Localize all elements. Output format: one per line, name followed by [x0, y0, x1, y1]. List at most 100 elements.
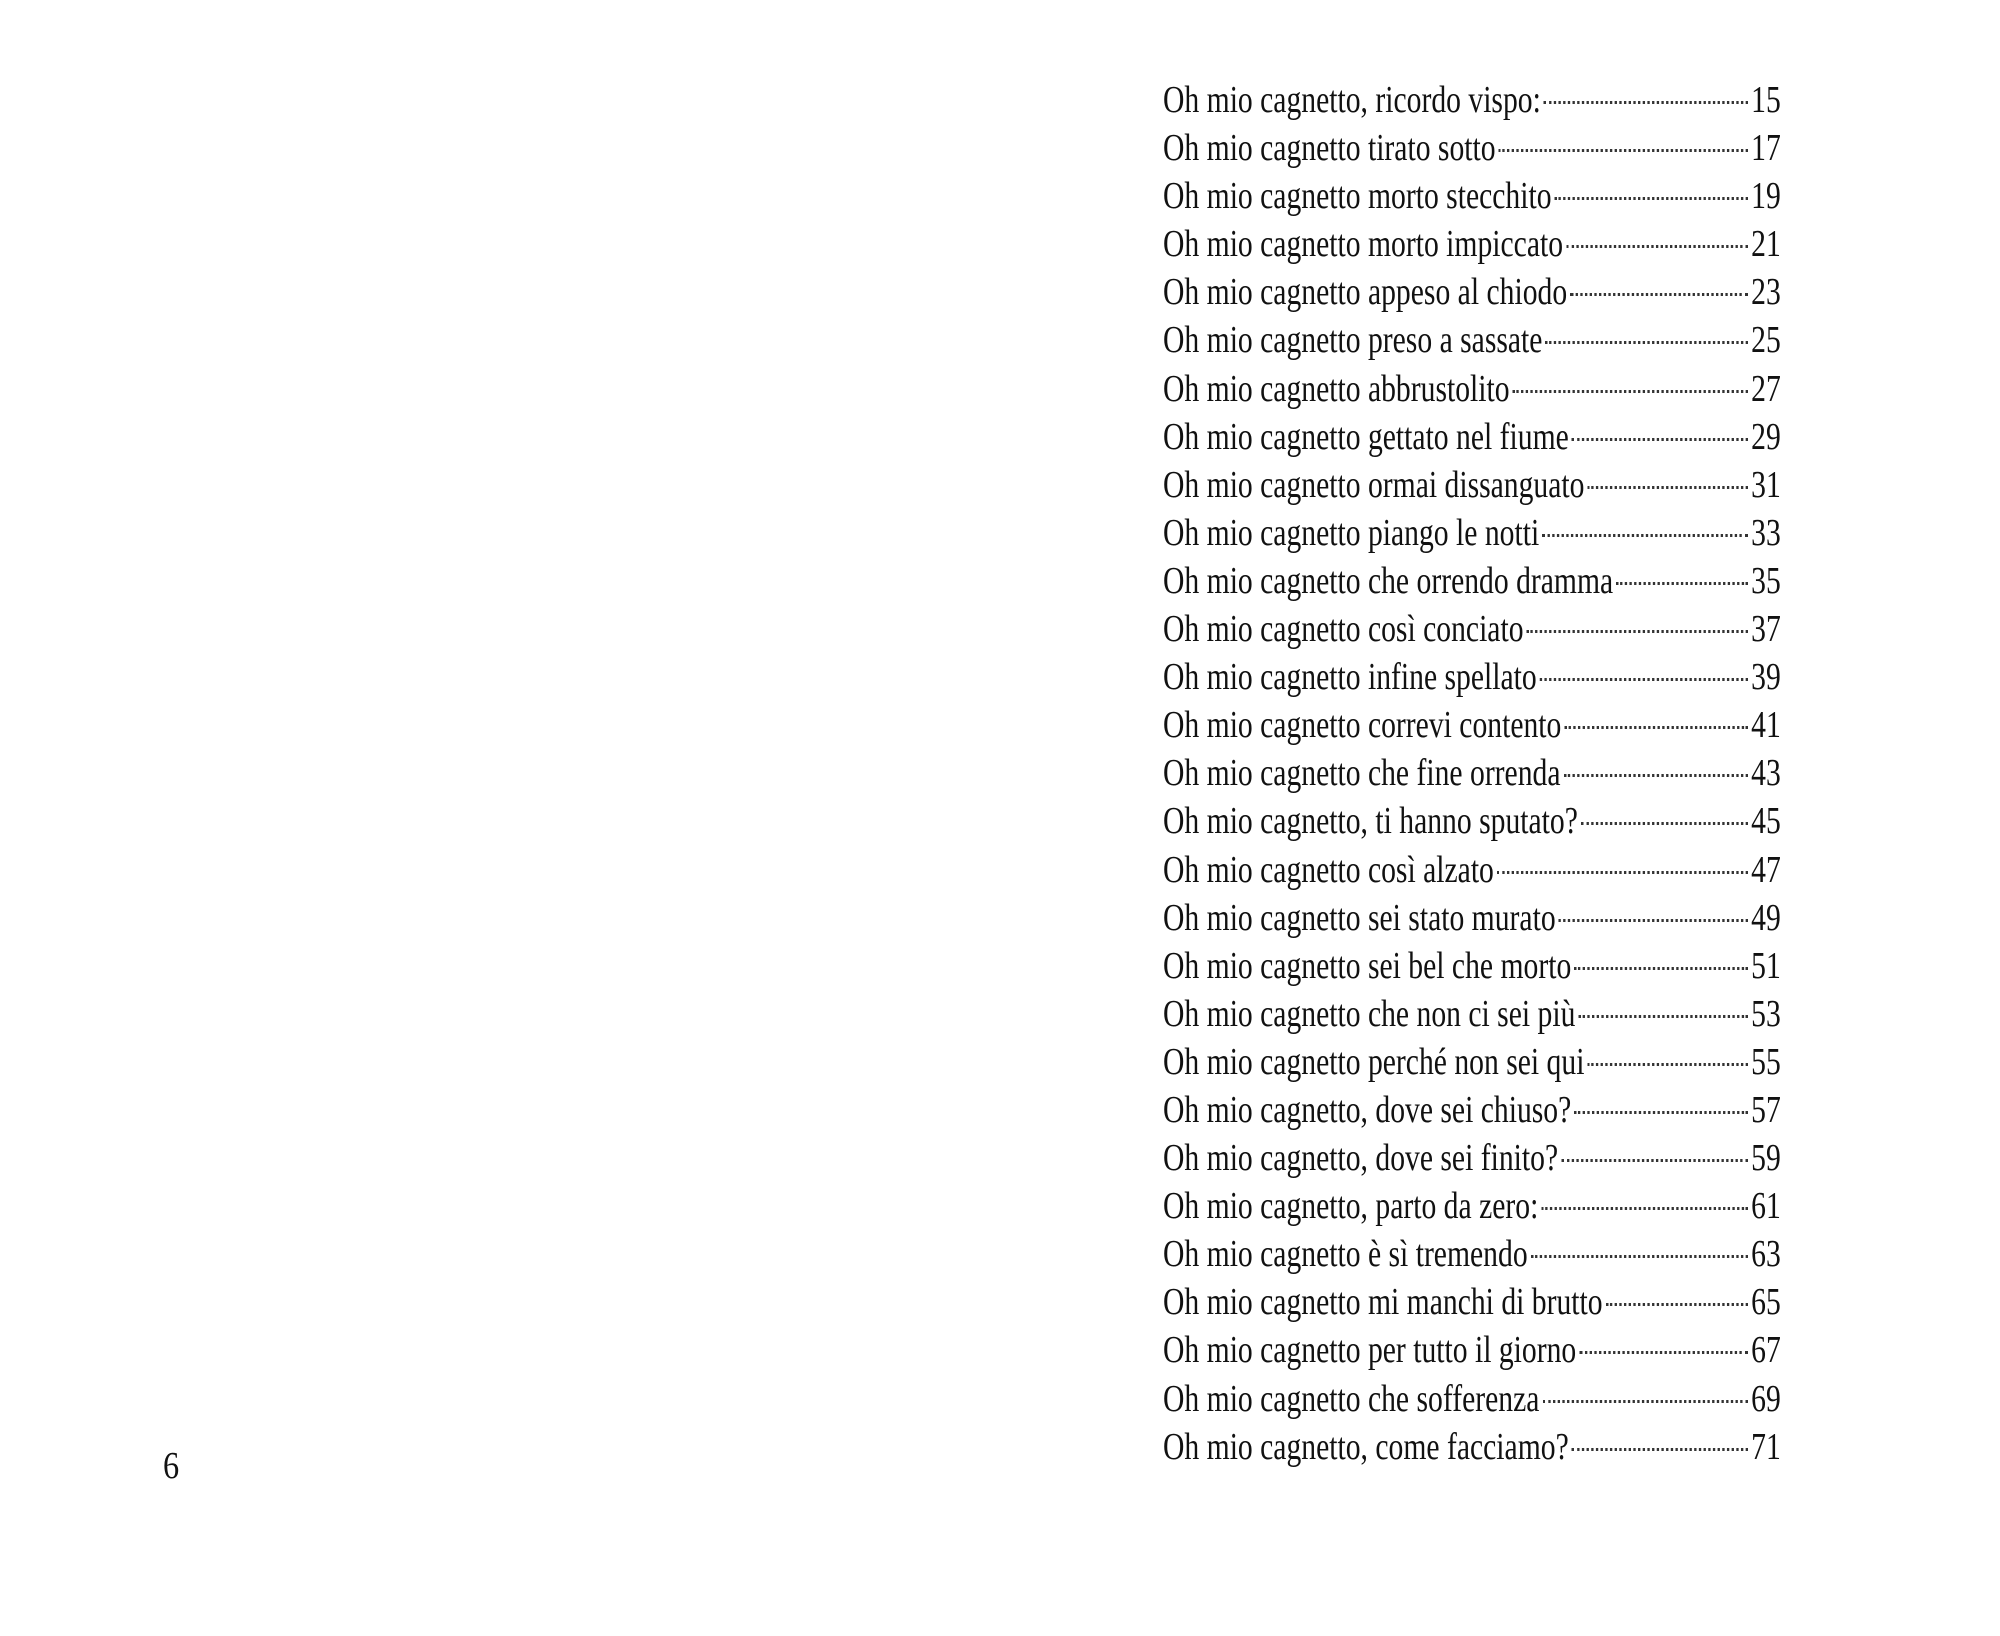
toc-entry-title: Oh mio cagnetto tirato sotto [1163, 127, 1496, 170]
toc-entry-title: Oh mio cagnetto così conciato [1163, 608, 1524, 651]
toc-entry-page: 29 [1751, 415, 1781, 458]
page-number: 6 [163, 1445, 180, 1487]
toc-entry: Oh mio cagnetto mi manchi di brutto 65 [1163, 1278, 1781, 1326]
toc-entry-page: 69 [1751, 1377, 1781, 1420]
toc-entry: Oh mio cagnetto tirato sotto 17 [1163, 124, 1781, 172]
toc-entry: Oh mio cagnetto ormai dissanguato 31 [1163, 461, 1781, 509]
toc-entry-title: Oh mio cagnetto che non ci sei più [1163, 992, 1576, 1035]
dot-leader [1587, 1062, 1748, 1066]
toc-entry: Oh mio cagnetto che fine orrenda 43 [1163, 749, 1781, 797]
dot-leader [1564, 726, 1748, 730]
toc-entry-page: 65 [1751, 1281, 1781, 1324]
toc-entry-title: Oh mio cagnetto per tutto il giorno [1163, 1329, 1577, 1372]
toc-entry-page: 27 [1751, 367, 1781, 410]
dot-leader [1512, 389, 1748, 393]
toc-entry-page: 53 [1751, 992, 1781, 1035]
dot-leader [1579, 1351, 1748, 1355]
toc-entry-page: 45 [1751, 800, 1781, 843]
toc-entry: Oh mio cagnetto appeso al chiodo 23 [1163, 268, 1781, 316]
dot-leader [1545, 341, 1748, 345]
toc-entry: Oh mio cagnetto, ti hanno sputato? 45 [1163, 797, 1781, 845]
dot-leader [1574, 966, 1748, 970]
dot-leader [1526, 630, 1748, 634]
toc-entry: Oh mio cagnetto sei bel che morto 51 [1163, 942, 1781, 990]
toc-entry: Oh mio cagnetto gettato nel fiume 29 [1163, 413, 1781, 461]
toc-entry: Oh mio cagnetto è sì tremendo 63 [1163, 1230, 1781, 1278]
toc-entry-page: 63 [1751, 1233, 1781, 1276]
dot-leader [1570, 293, 1748, 297]
toc-entry: Oh mio cagnetto abbrustolito 27 [1163, 365, 1781, 413]
dot-leader [1554, 197, 1748, 201]
toc-entry-title: Oh mio cagnetto perché non sei qui [1163, 1040, 1585, 1083]
toc-entry: Oh mio cagnetto perché non sei qui 55 [1163, 1038, 1781, 1086]
toc-entry: Oh mio cagnetto correvi contento 41 [1163, 701, 1781, 749]
toc-entry-title: Oh mio cagnetto sei stato murato [1163, 896, 1556, 939]
toc-entry-title: Oh mio cagnetto mi manchi di brutto [1163, 1281, 1603, 1324]
dot-leader [1566, 245, 1748, 249]
toc-entry-page: 41 [1751, 704, 1781, 747]
dot-leader [1541, 1207, 1748, 1211]
toc-entry-title: Oh mio cagnetto, ricordo vispo: [1163, 79, 1541, 121]
dot-leader [1571, 1447, 1748, 1451]
toc-entry-title: Oh mio cagnetto è sì tremendo [1163, 1233, 1528, 1276]
dot-leader [1558, 918, 1748, 922]
toc-entry-title: Oh mio cagnetto morto stecchito [1163, 175, 1552, 218]
toc-entry-page: 57 [1751, 1088, 1781, 1131]
toc-entry-title: Oh mio cagnetto ormai dissanguato [1163, 463, 1585, 506]
toc-entry: Oh mio cagnetto morto impiccato 21 [1163, 220, 1781, 268]
toc-entry-page: 49 [1751, 896, 1781, 939]
toc-entry-page: 21 [1751, 223, 1781, 266]
toc-entry-page: 47 [1751, 848, 1781, 891]
toc-entry-page: 67 [1751, 1329, 1781, 1372]
toc-entry: Oh mio cagnetto, come facciamo? 71 [1163, 1423, 1781, 1471]
toc-entry: Oh mio cagnetto infine spellato 39 [1163, 653, 1781, 701]
toc-entry: Oh mio cagnetto che non ci sei più 53 [1163, 990, 1781, 1038]
toc-entry-title: Oh mio cagnetto infine spellato [1163, 656, 1537, 699]
toc-entry: Oh mio cagnetto, parto da zero: 61 [1163, 1182, 1781, 1230]
toc-entry-page: 35 [1751, 559, 1781, 602]
toc-entry-page: 37 [1751, 608, 1781, 651]
toc-entry-title: Oh mio cagnetto abbrustolito [1163, 367, 1510, 410]
toc-entry-title: Oh mio cagnetto morto impiccato [1163, 223, 1564, 266]
toc-entry-page: 59 [1751, 1137, 1781, 1180]
toc-entry-title: Oh mio cagnetto preso a sassate [1163, 319, 1543, 362]
dot-leader [1542, 533, 1748, 537]
toc-entry: Oh mio cagnetto morto stecchito 19 [1163, 172, 1781, 220]
toc-entry: Oh mio cagnetto che sofferenza 69 [1163, 1375, 1781, 1423]
toc-entry-page: 31 [1751, 463, 1781, 506]
toc-entry-title: Oh mio cagnetto che sofferenza [1163, 1377, 1540, 1420]
dot-leader [1496, 870, 1748, 874]
toc-entry-title: Oh mio cagnetto che fine orrenda [1163, 752, 1561, 795]
toc-entry-page: 33 [1751, 511, 1781, 554]
toc-entry: Oh mio cagnetto che orrendo dramma 35 [1163, 557, 1781, 605]
toc-entry-page: 51 [1751, 944, 1781, 987]
dot-leader [1574, 1110, 1748, 1114]
toc-entry: Oh mio cagnetto piango le notti 33 [1163, 509, 1781, 557]
dot-leader [1616, 581, 1748, 585]
dot-leader [1578, 1014, 1748, 1018]
dot-leader [1561, 1159, 1748, 1163]
toc-entry-page: 25 [1751, 319, 1781, 362]
toc-entry-title: Oh mio cagnetto che orrendo dramma [1163, 559, 1614, 602]
dot-leader [1580, 822, 1748, 826]
dot-leader [1587, 485, 1748, 489]
toc-entry-page: 55 [1751, 1040, 1781, 1083]
dot-leader [1543, 101, 1748, 104]
dot-leader [1530, 1255, 1748, 1259]
dot-leader [1542, 1399, 1748, 1403]
toc-entry: Oh mio cagnetto preso a sassate 25 [1163, 316, 1781, 364]
toc-entry-title: Oh mio cagnetto sei bel che morto [1163, 944, 1572, 987]
toc-entry-title: Oh mio cagnetto appeso al chiodo [1163, 271, 1568, 314]
toc-entry: Oh mio cagnetto, dove sei chiuso? 57 [1163, 1086, 1781, 1134]
toc-entry: Oh mio cagnetto, dove sei finito? 59 [1163, 1134, 1781, 1182]
toc-entry-title: Oh mio cagnetto, come facciamo? [1163, 1425, 1569, 1468]
toc-entry-title: Oh mio cagnetto, parto da zero: [1163, 1185, 1539, 1228]
toc-entry-title: Oh mio cagnetto gettato nel fiume [1163, 415, 1569, 458]
toc-entry-page: 43 [1751, 752, 1781, 795]
dot-leader [1605, 1303, 1748, 1307]
toc-entry-title: Oh mio cagnetto così alzato [1163, 848, 1494, 891]
dot-leader [1571, 437, 1748, 441]
toc-entry-page: 15 [1751, 79, 1781, 121]
toc-entry: Oh mio cagnetto sei stato murato 49 [1163, 894, 1781, 942]
toc-entry-page: 19 [1751, 175, 1781, 218]
